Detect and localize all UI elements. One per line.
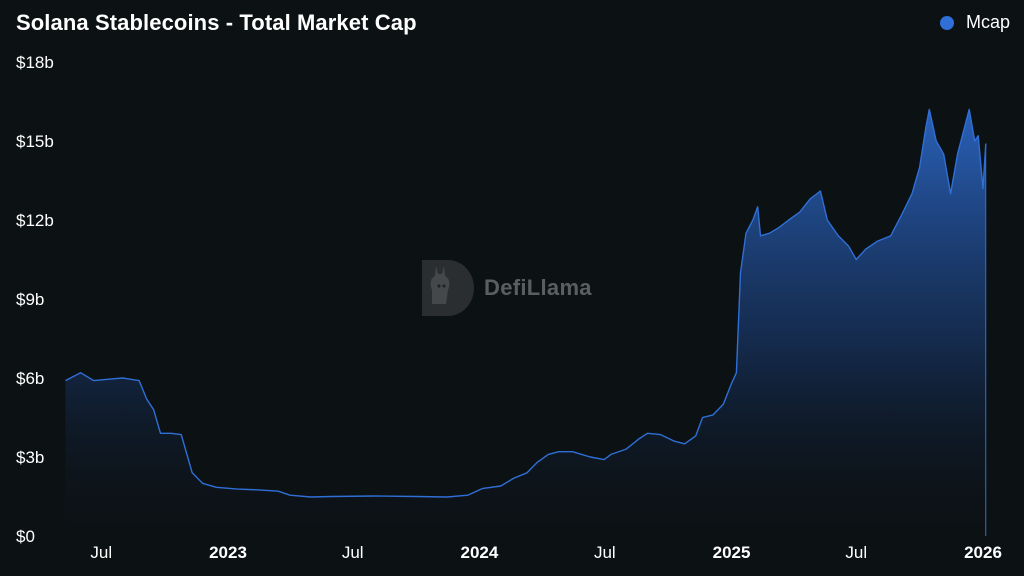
y-tick-label: $3b	[16, 448, 44, 467]
chart-title: Solana Stablecoins - Total Market Cap	[16, 10, 417, 35]
y-axis: $0 $3b $6b $9b $12b $15b $18b	[16, 53, 54, 546]
y-tick-label: $0	[16, 527, 35, 546]
x-tick-label: Jul	[342, 543, 364, 562]
x-tick-label: 2025	[713, 543, 751, 562]
llama-logo-icon	[422, 260, 474, 316]
series-line-mcap[interactable]	[65, 108, 987, 498]
x-tick-label: Jul	[594, 543, 616, 562]
x-tick-label: Jul	[845, 543, 867, 562]
defillama-watermark: DefiLlama	[418, 256, 592, 320]
y-tick-label: $9b	[16, 290, 44, 309]
series-area-mcap	[65, 109, 986, 537]
y-tick-label: $15b	[16, 132, 54, 151]
x-axis: Jul 2023 Jul 2024 Jul 2025 Jul 2026	[90, 543, 1002, 562]
x-tick-label: Jul	[90, 543, 112, 562]
legend-swatch-mcap	[939, 15, 954, 30]
x-tick-label: 2024	[461, 543, 499, 562]
y-tick-label: $6b	[16, 369, 44, 388]
y-tick-label: $12b	[16, 211, 54, 230]
x-tick-label: 2023	[209, 543, 247, 562]
series-layer	[65, 108, 987, 537]
legend-label-mcap: Mcap	[965, 12, 1010, 32]
y-tick-label: $18b	[16, 53, 54, 72]
watermark-text: DefiLlama	[484, 275, 592, 300]
x-tick-label: 2026	[964, 543, 1002, 562]
legend[interactable]: Mcap	[939, 12, 1010, 33]
